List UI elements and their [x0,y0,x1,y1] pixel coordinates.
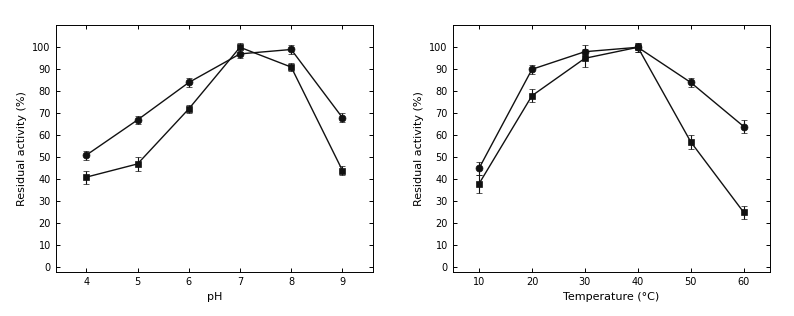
Y-axis label: Residual activity (%): Residual activity (%) [414,91,424,206]
X-axis label: pH: pH [206,292,222,302]
Y-axis label: Residual activity (%): Residual activity (%) [17,91,27,206]
X-axis label: Temperature (°C): Temperature (°C) [563,292,660,302]
